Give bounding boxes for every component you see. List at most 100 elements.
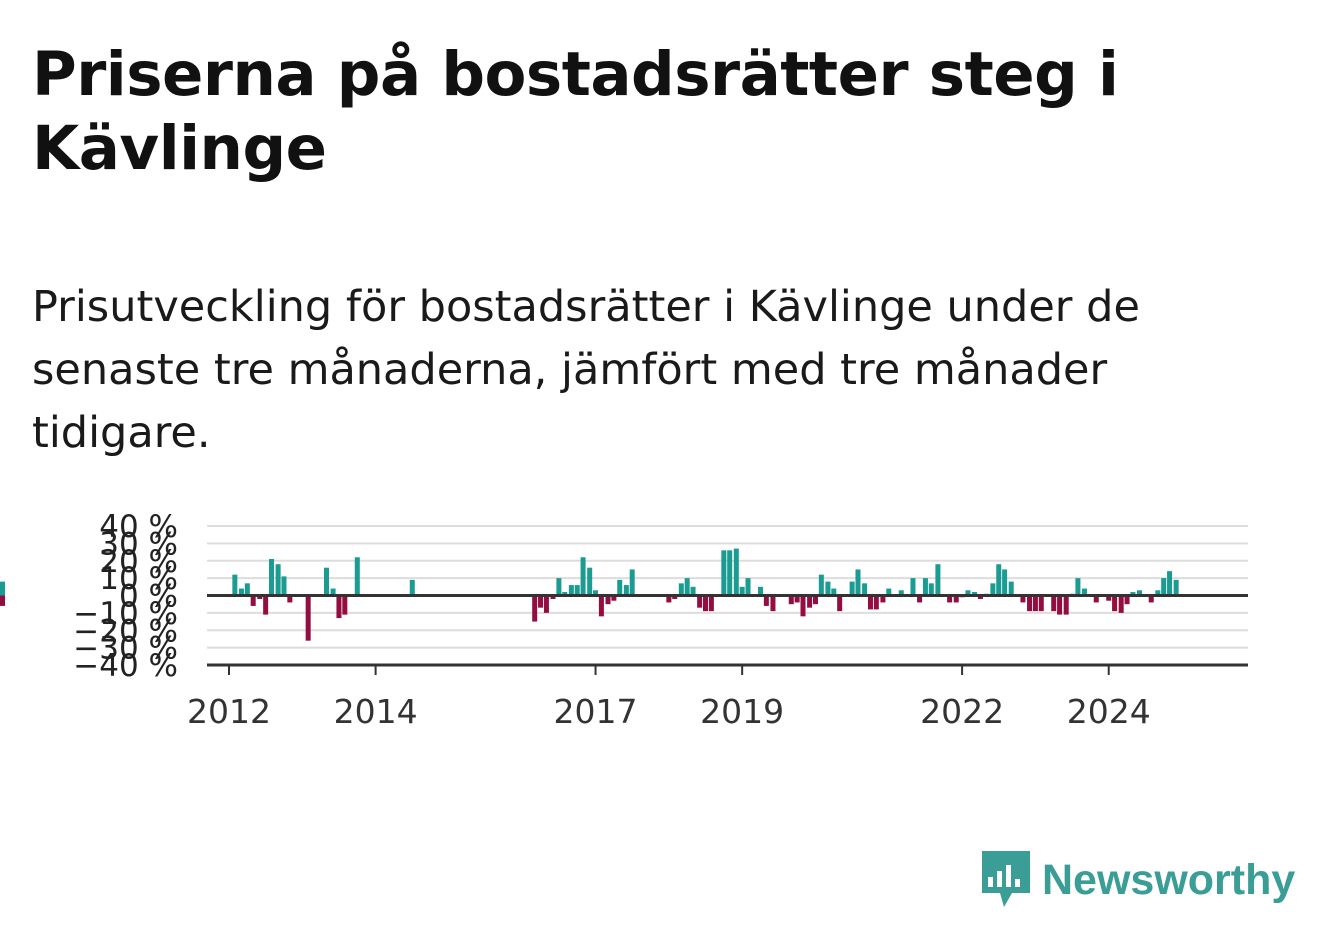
bar (922, 578, 928, 596)
bar (794, 595, 800, 603)
bar (556, 578, 562, 596)
bar (953, 595, 959, 603)
x-tick-label: 2019 (700, 692, 784, 731)
bar (232, 574, 238, 596)
bar (409, 579, 415, 596)
bar (733, 548, 739, 596)
x-tick-label: 2022 (920, 692, 1004, 731)
bar (727, 550, 733, 596)
bar (697, 595, 703, 608)
bar (800, 595, 806, 617)
bar (812, 595, 818, 605)
bar (617, 579, 623, 596)
bar (305, 595, 311, 641)
bar (739, 586, 745, 596)
bar (1032, 595, 1038, 612)
brand-name: Newsworthy (1042, 855, 1296, 904)
bar (880, 595, 886, 603)
bar (1057, 595, 1063, 615)
y-tick-label: −10 % (73, 596, 178, 632)
bar (770, 595, 776, 612)
y-tick-label: 40 % (99, 509, 178, 545)
x-tick-label: 2024 (1067, 692, 1151, 731)
bar (807, 595, 813, 608)
bar (862, 583, 868, 596)
bar (684, 578, 690, 596)
newsworthy-logo-icon (982, 851, 1030, 907)
bar (703, 595, 709, 612)
bar (672, 595, 678, 599)
bar (238, 588, 244, 596)
bar (1020, 595, 1026, 603)
bar (532, 595, 538, 622)
bar (1130, 592, 1136, 596)
bar (867, 595, 873, 610)
y-tick-label: 10 % (99, 561, 178, 597)
bar (1008, 581, 1014, 596)
bar (593, 590, 599, 596)
y-tick-label: 20 % (99, 544, 178, 580)
bar (1136, 590, 1143, 596)
bar (611, 595, 617, 601)
bar (623, 585, 629, 596)
bar (269, 559, 275, 596)
page-title: Priserna på bostadsrätter steg i Kävling… (32, 39, 1119, 184)
bar (947, 595, 953, 603)
bar-chart: 40 %30 %20 %10 %0 %−10 %−20 %−30 %−40 %2… (0, 509, 1248, 731)
brand-logo: Newsworthy (980, 848, 1295, 912)
bar (1075, 578, 1081, 596)
bar (721, 550, 727, 596)
bar (825, 581, 831, 596)
bar (757, 586, 763, 596)
bar (788, 595, 794, 605)
y-tick-label: 0 % (119, 579, 178, 615)
bar (568, 585, 574, 596)
bar (1038, 595, 1044, 612)
bar (1118, 595, 1124, 613)
bar (1106, 595, 1112, 601)
x-tick-label: 2014 (334, 692, 418, 731)
x-tick-label: 2012 (187, 692, 271, 731)
x-tick-label: 2017 (554, 692, 638, 731)
bar (745, 578, 751, 596)
bar (330, 588, 336, 596)
bar (972, 592, 978, 596)
bar (1124, 595, 1130, 605)
bar (543, 595, 549, 613)
bar (873, 595, 879, 610)
bar (763, 595, 769, 606)
y-tick-label: −40 % (73, 648, 178, 684)
bar (1161, 578, 1167, 596)
bar (917, 595, 923, 603)
bar (818, 574, 824, 596)
bar (996, 564, 1002, 596)
bar (629, 569, 635, 596)
bar (287, 595, 293, 603)
bar (928, 583, 934, 596)
bar (275, 564, 281, 596)
bar (1082, 588, 1088, 596)
bar (1155, 590, 1161, 596)
bar (886, 588, 892, 596)
bar (855, 569, 861, 596)
bar (708, 595, 714, 612)
bar (1002, 569, 1008, 596)
bar (898, 590, 904, 596)
y-tick-label: 30 % (99, 526, 178, 562)
bar (0, 586, 6, 596)
bar (690, 586, 696, 596)
bar (990, 583, 996, 596)
bar (1093, 595, 1099, 603)
bar (1173, 579, 1179, 596)
bar (1112, 595, 1118, 612)
bar (250, 595, 256, 606)
bar (1063, 595, 1069, 615)
bar (580, 557, 586, 596)
y-tick-label: −30 % (73, 631, 178, 667)
bar (831, 588, 837, 596)
bar (562, 592, 568, 596)
bar (849, 581, 855, 596)
bar (574, 585, 580, 596)
bar (244, 583, 250, 596)
bar (354, 557, 360, 596)
